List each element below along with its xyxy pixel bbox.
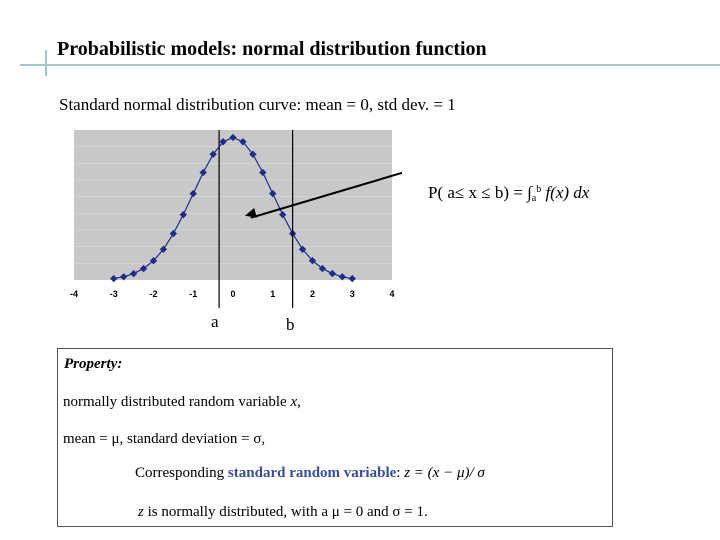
property-line-2: mean = μ, standard deviation = σ, (63, 431, 266, 447)
property-line-4-text: is normally distributed, with a μ = 0 an… (143, 504, 428, 520)
title-accent-bar (45, 50, 47, 76)
z-formula: z = (x − μ)/ σ (404, 465, 485, 481)
arrow-head (244, 207, 257, 218)
data-point (159, 245, 168, 253)
data-point (338, 273, 346, 281)
label-a: a (211, 312, 219, 331)
plot-area (74, 130, 392, 280)
label-b: b (286, 315, 295, 334)
property-line-1: normally distributed random variable x, (63, 394, 301, 411)
property-line-1-text: normally distributed random variable (63, 394, 291, 410)
data-point (110, 274, 118, 283)
formula-upper-limit: b (536, 184, 542, 195)
property-line-3-pre: Corresponding (135, 465, 228, 481)
title-underline (20, 64, 720, 66)
probability-formula: P( a≤ x ≤ b) = ∫ab f(x) dx (428, 183, 589, 204)
x-tick-label: 4 (389, 289, 394, 299)
property-line-3-post: : (396, 465, 405, 481)
formula-integrand: f(x) dx (541, 183, 590, 202)
property-line-4: z is normally distributed, with a μ = 0 … (138, 504, 428, 521)
subtitle: Standard normal distribution curve: mean… (59, 95, 456, 114)
x-tick-label: -3 (110, 289, 118, 299)
x-tick-label: 1 (270, 289, 275, 299)
x-tick-label: -1 (189, 289, 197, 299)
arrow-shaft (250, 171, 402, 219)
data-point (298, 245, 307, 253)
x-tick-label: 3 (350, 289, 355, 299)
normal-distribution-chart: -4 -3 -2 -1 0 1 2 3 4 (70, 130, 402, 308)
x-tick-label: 2 (310, 289, 315, 299)
formula-prefix: P( a≤ x ≤ b) = ∫ (428, 183, 532, 202)
property-title: Property: (64, 356, 123, 372)
standard-random-variable-term: standard random variable (227, 465, 397, 481)
x-tick-label: -2 (149, 289, 157, 299)
data-point (129, 269, 138, 278)
property-line-4-var: z (138, 504, 144, 520)
property-line-1-end: , (297, 394, 301, 410)
data-point (139, 264, 148, 273)
property-line-3: Corresponding standard random variable: … (135, 465, 485, 482)
property-box: Property: normally distributed random va… (57, 348, 613, 527)
data-point (169, 229, 178, 238)
formula-lower-limit: a (531, 193, 537, 204)
x-tick-label: -4 (70, 289, 78, 299)
data-point (149, 257, 158, 265)
data-point (279, 210, 287, 219)
x-tick-label: 0 (230, 289, 235, 299)
property-line-1-var: x (290, 394, 298, 410)
slide-title: Probabilistic models: normal distributio… (57, 38, 487, 60)
